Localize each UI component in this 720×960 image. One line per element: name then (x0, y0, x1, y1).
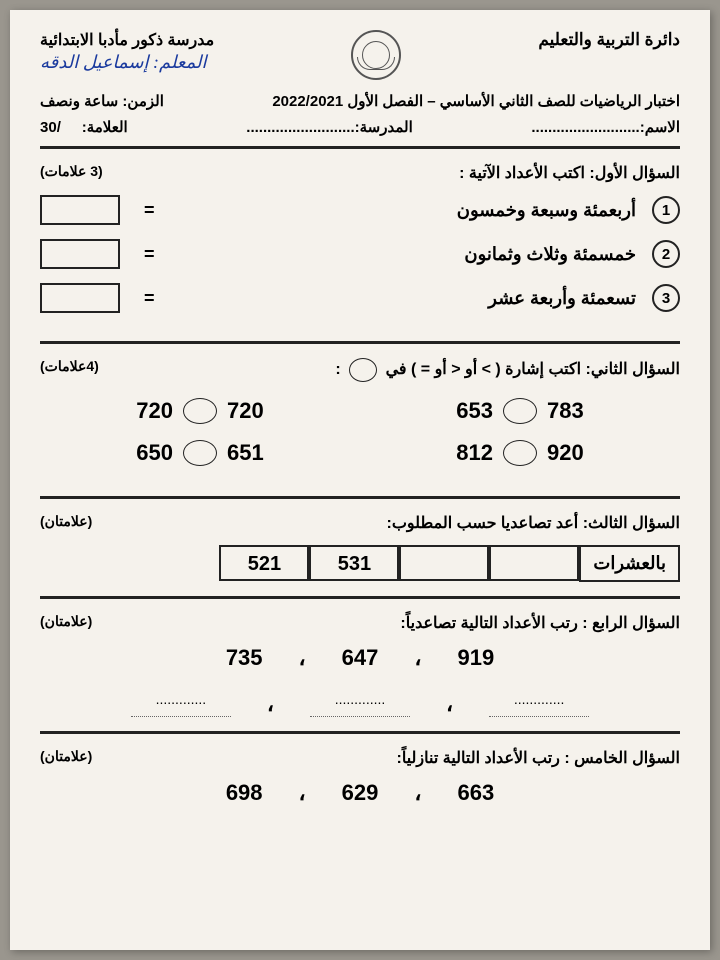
question-2: السؤال الثاني: اكتب إشارة ( > أو < أو = … (40, 344, 680, 499)
compare-circle[interactable] (183, 440, 217, 466)
question-3: السؤال الثالث: أعد تصاعديا حسب المطلوب: … (40, 499, 680, 599)
question-5: السؤال الخامس : رتب الأعداد التالية تناز… (40, 734, 680, 832)
q3-cell[interactable] (399, 545, 489, 581)
q3-cell: 531 (309, 545, 399, 581)
q4-numbers: 919 ، 647 ، 735 (40, 645, 680, 671)
q3-cell[interactable] (489, 545, 579, 581)
q2-pair: 720 720 (136, 398, 263, 424)
question-4: السؤال الرابع : رتب الأعداد التالية تصاع… (40, 599, 680, 734)
q1-item-text: خمسمئة وثلاث وثمانون (171, 244, 636, 265)
q2-marks: (4علامات) (40, 358, 99, 382)
q4-marks: (علامتان) (40, 613, 92, 633)
q3-boxes: بالعشرات 531 521 (40, 545, 680, 582)
q1-item-number: 1 (652, 196, 680, 224)
teacher-name: المعلم: إسماعيل الدقه (40, 52, 214, 73)
q5-marks: (علامتان) (40, 748, 92, 768)
name-field[interactable]: الاسم:.......................... (531, 118, 680, 136)
exam-page: دائرة التربية والتعليم مدرسة ذكور مأدبا … (10, 10, 710, 950)
q2-pair: 651 650 (136, 440, 263, 466)
ministry-name: دائرة التربية والتعليم (538, 30, 680, 50)
answer-box[interactable] (40, 195, 120, 225)
page-header: دائرة التربية والتعليم مدرسة ذكور مأدبا … (40, 30, 680, 80)
exam-time: الزمن: ساعة ونصف (40, 92, 164, 110)
q1-item-2: 2 خمسمئة وثلاث وثمانون = (40, 239, 680, 269)
q3-label: بالعشرات (579, 545, 680, 582)
q5-title: السؤال الخامس : رتب الأعداد التالية تناز… (397, 748, 681, 768)
question-1: السؤال الأول: اكتب الأعداد الآتية : (3 ع… (40, 149, 680, 344)
exam-title: اختبار الرياضيات للصف الثاني الأساسي – ا… (272, 92, 680, 110)
school-field[interactable]: المدرسة:.......................... (246, 118, 413, 136)
q5-numbers: 663 ، 629 ، 698 (40, 780, 680, 806)
answer-blank[interactable]: ............. (131, 691, 231, 717)
q2-pair: 920 812 (456, 440, 583, 466)
q4-blanks: ............. ، ............. ، ........… (40, 691, 680, 717)
answer-box[interactable] (40, 239, 120, 269)
q3-title: السؤال الثالث: أعد تصاعديا حسب المطلوب: (387, 513, 680, 533)
circle-placeholder (349, 358, 377, 382)
q4-title: السؤال الرابع : رتب الأعداد التالية تصاع… (400, 613, 680, 633)
q2-title: السؤال الثاني: اكتب إشارة ( > أو < أو = … (335, 358, 680, 382)
q1-item-1: 1 أربعمئة وسبعة وخمسون = (40, 195, 680, 225)
name-row: الاسم:.......................... المدرسة… (40, 118, 680, 149)
answer-blank[interactable]: ............. (310, 691, 410, 717)
compare-circle[interactable] (183, 398, 217, 424)
answer-blank[interactable]: ............. (489, 691, 589, 717)
q1-title: السؤال الأول: اكتب الأعداد الآتية : (459, 163, 680, 183)
answer-box[interactable] (40, 283, 120, 313)
q1-item-text: تسعمئة وأربعة عشر (171, 288, 636, 309)
compare-circle[interactable] (503, 440, 537, 466)
q1-item-number: 2 (652, 240, 680, 268)
q1-item-number: 3 (652, 284, 680, 312)
q1-marks: (3 علامات) (40, 163, 103, 183)
q2-row-1: 783 653 720 720 (40, 398, 680, 424)
q1-item-3: 3 تسعمئة وأربعة عشر = (40, 283, 680, 313)
compare-circle[interactable] (503, 398, 537, 424)
mark-field: العلامة: /30 (40, 118, 128, 136)
q2-pair: 783 653 (456, 398, 583, 424)
exam-title-row: اختبار الرياضيات للصف الثاني الأساسي – ا… (40, 92, 680, 110)
q2-row-2: 920 812 651 650 (40, 440, 680, 466)
school-name: مدرسة ذكور مأدبا الابتدائية (40, 30, 214, 50)
un-logo (351, 30, 401, 80)
q1-item-text: أربعمئة وسبعة وخمسون (171, 200, 636, 221)
q3-cell: 521 (219, 545, 309, 581)
q3-marks: (علامتان) (40, 513, 92, 533)
